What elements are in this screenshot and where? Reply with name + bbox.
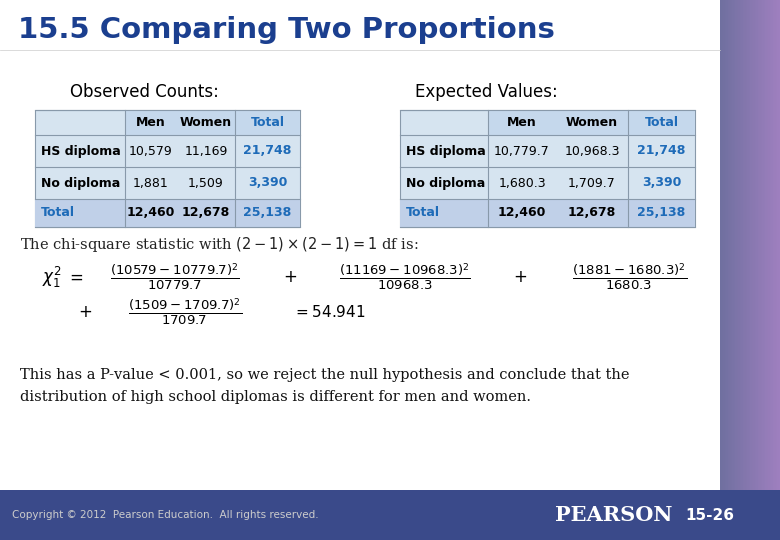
Bar xyxy=(738,0,739,490)
Bar xyxy=(735,0,736,490)
Text: 11,169: 11,169 xyxy=(184,145,228,158)
Text: $=$: $=$ xyxy=(66,268,83,286)
Text: 21,748: 21,748 xyxy=(637,145,686,158)
Bar xyxy=(777,0,778,490)
Text: $\dfrac{(1509-1709.7)^2}{1709.7}$: $\dfrac{(1509-1709.7)^2}{1709.7}$ xyxy=(128,296,242,327)
Text: distribution of high school diplomas is different for men and women.: distribution of high school diplomas is … xyxy=(20,390,531,404)
Bar xyxy=(746,0,747,490)
Bar xyxy=(757,0,759,490)
Bar xyxy=(770,0,771,490)
Bar xyxy=(744,0,746,490)
Bar xyxy=(739,0,741,490)
Bar xyxy=(768,0,770,490)
Text: 12,678: 12,678 xyxy=(182,206,230,219)
Text: HS diploma: HS diploma xyxy=(406,145,486,158)
Bar xyxy=(0,490,780,540)
Text: Women: Women xyxy=(566,116,618,129)
Bar xyxy=(741,0,743,490)
Text: Total: Total xyxy=(406,206,440,219)
Text: $\dfrac{(11169-10968.3)^2}{10968.3}$: $\dfrac{(11169-10968.3)^2}{10968.3}$ xyxy=(339,262,471,292)
Text: $+$: $+$ xyxy=(513,268,527,286)
Bar xyxy=(125,110,300,135)
Bar xyxy=(772,0,774,490)
Bar xyxy=(729,0,731,490)
Text: 15.5 Comparing Two Proportions: 15.5 Comparing Two Proportions xyxy=(18,16,555,44)
Bar xyxy=(720,0,722,490)
Text: 1,881: 1,881 xyxy=(133,177,169,190)
Bar xyxy=(732,0,733,490)
Text: 12,678: 12,678 xyxy=(568,206,616,219)
Text: Men: Men xyxy=(136,116,166,129)
Bar xyxy=(778,0,780,490)
Text: The chi-square statistic with $(2-1)\times(2-1) = 1$ df is:: The chi-square statistic with $(2-1)\tim… xyxy=(20,235,419,254)
Text: 12,460: 12,460 xyxy=(498,206,546,219)
Text: No diploma: No diploma xyxy=(41,177,120,190)
Bar xyxy=(731,0,732,490)
Bar xyxy=(747,0,749,490)
Text: Copyright © 2012  Pearson Education.  All rights reserved.: Copyright © 2012 Pearson Education. All … xyxy=(12,510,318,520)
Bar xyxy=(759,0,760,490)
Text: $= 54.941$: $= 54.941$ xyxy=(293,304,366,320)
Text: Observed Counts:: Observed Counts: xyxy=(70,83,219,101)
Bar xyxy=(400,110,695,227)
Text: 21,748: 21,748 xyxy=(243,145,292,158)
Bar xyxy=(400,199,695,227)
Text: Total: Total xyxy=(250,116,285,129)
Text: 3,390: 3,390 xyxy=(642,177,681,190)
Bar xyxy=(756,0,757,490)
Bar xyxy=(736,0,738,490)
Text: $+$: $+$ xyxy=(283,268,297,286)
Text: 1,680.3: 1,680.3 xyxy=(498,177,546,190)
Text: HS diploma: HS diploma xyxy=(41,145,121,158)
Bar xyxy=(733,0,735,490)
Text: Total: Total xyxy=(644,116,679,129)
Bar xyxy=(753,0,754,490)
Bar xyxy=(749,0,750,490)
Bar xyxy=(751,0,753,490)
Text: Expected Values:: Expected Values: xyxy=(415,83,558,101)
Text: $\chi^2_1$: $\chi^2_1$ xyxy=(42,265,62,289)
Text: Women: Women xyxy=(180,116,232,129)
Text: 10,579: 10,579 xyxy=(129,145,173,158)
Bar xyxy=(728,0,729,490)
Text: 15-26: 15-26 xyxy=(686,508,735,523)
Bar xyxy=(764,0,765,490)
Text: No diploma: No diploma xyxy=(406,177,485,190)
Bar xyxy=(726,0,728,490)
Text: 1,509: 1,509 xyxy=(188,177,224,190)
Bar xyxy=(762,0,764,490)
Bar xyxy=(720,0,780,490)
Text: $\dfrac{(10579-10779.7)^2}{10779.7}$: $\dfrac{(10579-10779.7)^2}{10779.7}$ xyxy=(110,262,239,292)
Bar xyxy=(488,110,695,135)
Bar xyxy=(725,0,726,490)
Bar xyxy=(775,0,777,490)
Bar xyxy=(774,0,775,490)
Bar xyxy=(35,199,300,227)
Text: PEARSON: PEARSON xyxy=(555,505,672,525)
Text: $+$: $+$ xyxy=(78,303,92,321)
Text: 10,968.3: 10,968.3 xyxy=(564,145,620,158)
Text: 12,460: 12,460 xyxy=(127,206,176,219)
Bar xyxy=(754,0,756,490)
Text: $\dfrac{(1881-1680.3)^2}{1680.3}$: $\dfrac{(1881-1680.3)^2}{1680.3}$ xyxy=(573,262,687,292)
Bar xyxy=(722,0,723,490)
Text: 25,138: 25,138 xyxy=(637,206,686,219)
Text: 3,390: 3,390 xyxy=(248,177,287,190)
Bar xyxy=(767,0,768,490)
Bar xyxy=(750,0,751,490)
Bar xyxy=(771,0,772,490)
Text: This has a P-value < 0.001, so we reject the null hypothesis and conclude that t: This has a P-value < 0.001, so we reject… xyxy=(20,368,629,382)
Text: 10,779.7: 10,779.7 xyxy=(494,145,550,158)
Text: 25,138: 25,138 xyxy=(243,206,292,219)
Bar xyxy=(35,110,300,227)
Bar xyxy=(723,0,725,490)
Bar xyxy=(760,0,762,490)
Bar xyxy=(765,0,767,490)
Bar xyxy=(743,0,744,490)
Text: Men: Men xyxy=(507,116,537,129)
Text: 1,709.7: 1,709.7 xyxy=(568,177,616,190)
Text: Total: Total xyxy=(41,206,75,219)
